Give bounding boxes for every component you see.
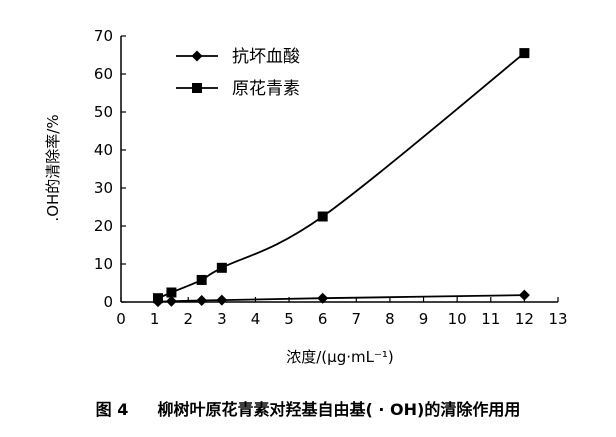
x-tick-label: 6 (318, 310, 328, 328)
data-point (166, 287, 177, 298)
x-tick-label: 2 (183, 310, 193, 328)
caption-text: 柳树叶原花青素对羟基自由基( · OH)的清除作用用 (157, 400, 521, 419)
legend-label: 抗坏血酸 (232, 47, 300, 67)
data-point (519, 48, 530, 59)
x-tick-label: 11 (481, 310, 500, 328)
x-tick-label: 12 (515, 310, 534, 328)
y-tick-label: 0 (103, 293, 113, 311)
x-tick-label: 3 (217, 310, 227, 328)
data-point (317, 211, 328, 222)
data-point (196, 294, 208, 306)
series-ascorbic-acid (152, 289, 530, 308)
y-tick-label: 40 (94, 141, 113, 159)
x-tick-label: 13 (548, 310, 567, 328)
y-tick-label: 20 (94, 217, 113, 235)
x-tick-label: 5 (284, 310, 294, 328)
data-point (165, 295, 177, 307)
legend-entry: 原花青素 (176, 79, 300, 99)
y-tick-label: 70 (94, 27, 113, 45)
series-line (157, 52, 525, 300)
x-axis-label: 浓度/(μg·mL⁻¹) (286, 348, 394, 366)
y-tick-label: 10 (94, 255, 113, 273)
y-axis-label: .OH的清除率/% (44, 114, 62, 221)
x-tick-label: 8 (385, 310, 395, 328)
x-tick-label: 4 (251, 310, 261, 328)
x-tick-label: 9 (419, 310, 429, 328)
figure-caption: 图 4 柳树叶原花青素对羟基自由基( · OH)的清除作用用 (0, 396, 616, 420)
data-point (518, 289, 530, 301)
x-tick-label: 7 (352, 310, 362, 328)
series-proanthocyanidin (152, 48, 530, 304)
series (152, 48, 530, 308)
x-tick-label: 10 (448, 310, 467, 328)
data-point (152, 293, 163, 304)
figure-number: 图 4 (95, 400, 129, 419)
legend-entry: 抗坏血酸 (176, 47, 300, 67)
data-point (196, 274, 207, 285)
legend-marker (191, 50, 203, 62)
legend-marker (192, 83, 202, 93)
legend-label: 原花青素 (232, 79, 300, 99)
data-point (216, 294, 228, 306)
data-point (216, 262, 227, 273)
y-tick-label: 50 (94, 103, 113, 121)
x-tick-label: 1 (150, 310, 160, 328)
x-tick-label: 0 (116, 310, 126, 328)
axes (120, 36, 558, 303)
series-line (157, 294, 525, 303)
data-point (317, 292, 329, 304)
y-tick-label: 30 (94, 179, 113, 197)
y-tick-label: 60 (94, 65, 113, 83)
